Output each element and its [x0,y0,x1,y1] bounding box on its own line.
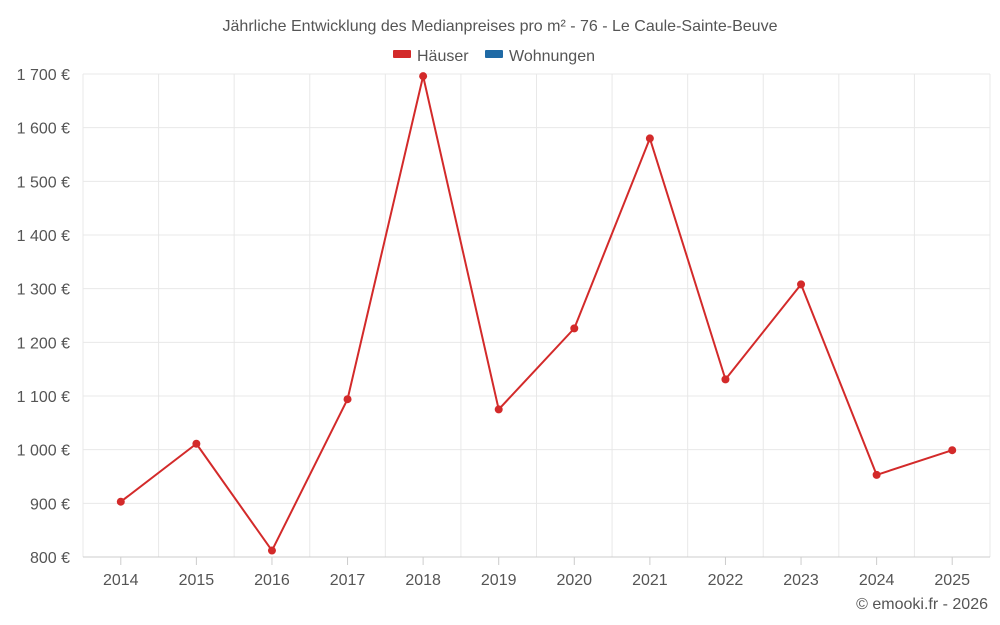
x-tick-label: 2020 [556,572,592,589]
grid [82,73,991,558]
x-tick-label: 2024 [859,572,895,589]
y-tick-label: 1 700 € [17,67,70,84]
x-tick-label: 2014 [103,572,139,589]
data-point-houses[interactable] [948,446,957,455]
x-tick-label: 2025 [934,572,970,589]
x-tick-label: 2023 [783,572,819,589]
y-tick-label: 900 € [30,496,70,513]
y-tick-label: 800 € [30,550,70,567]
legend-swatch-houses [393,50,411,58]
data-point-houses[interactable] [645,134,654,143]
legend: Häuser Wohnungen [393,48,595,65]
credit-text: © emooki.fr - 2026 [856,596,988,613]
series-houses [116,72,957,555]
x-tick-label: 2018 [405,572,441,589]
data-point-houses[interactable] [419,72,428,81]
legend-item-apartments[interactable]: Wohnungen [485,48,595,65]
data-point-houses[interactable] [494,405,503,414]
data-point-houses[interactable] [721,375,730,384]
legend-item-houses[interactable]: Häuser [393,48,469,65]
x-tick-label: 2016 [254,572,290,589]
x-tick-label: 2022 [708,572,744,589]
chart-title: Jährliche Entwicklung des Medianpreises … [223,18,778,35]
x-tick-label: 2017 [330,572,366,589]
y-tick-label: 1 500 € [17,174,70,191]
data-point-houses[interactable] [192,439,201,448]
y-tick-label: 1 100 € [17,389,70,406]
legend-label-apartments: Wohnungen [509,48,595,65]
data-point-houses[interactable] [570,324,579,333]
x-axis: 2014 2015 2016 2017 2018 2019 2020 2021 2022 2023… [83,556,990,589]
y-tick-label: 1 200 € [17,335,70,352]
legend-swatch-apartments [485,50,503,58]
x-tick-label: 2015 [179,572,215,589]
x-tick-label: 2019 [481,572,517,589]
data-point-houses[interactable] [116,497,125,506]
y-tick-label: 1 600 € [17,121,70,138]
y-axis: 800 € 900 € 1 000 € 1 100 € 1 200 € 1 300 € 1 … [17,67,70,567]
y-tick-label: 1 300 € [17,282,70,299]
x-tick-label: 2021 [632,572,668,589]
data-point-houses[interactable] [797,280,806,289]
y-tick-label: 1 000 € [17,443,70,460]
series-line-houses [120,75,953,552]
data-point-houses[interactable] [343,395,352,404]
y-tick-label: 1 400 € [17,228,70,245]
data-point-houses[interactable] [872,470,881,479]
data-point-houses[interactable] [267,546,276,555]
legend-label-houses: Häuser [417,48,469,65]
